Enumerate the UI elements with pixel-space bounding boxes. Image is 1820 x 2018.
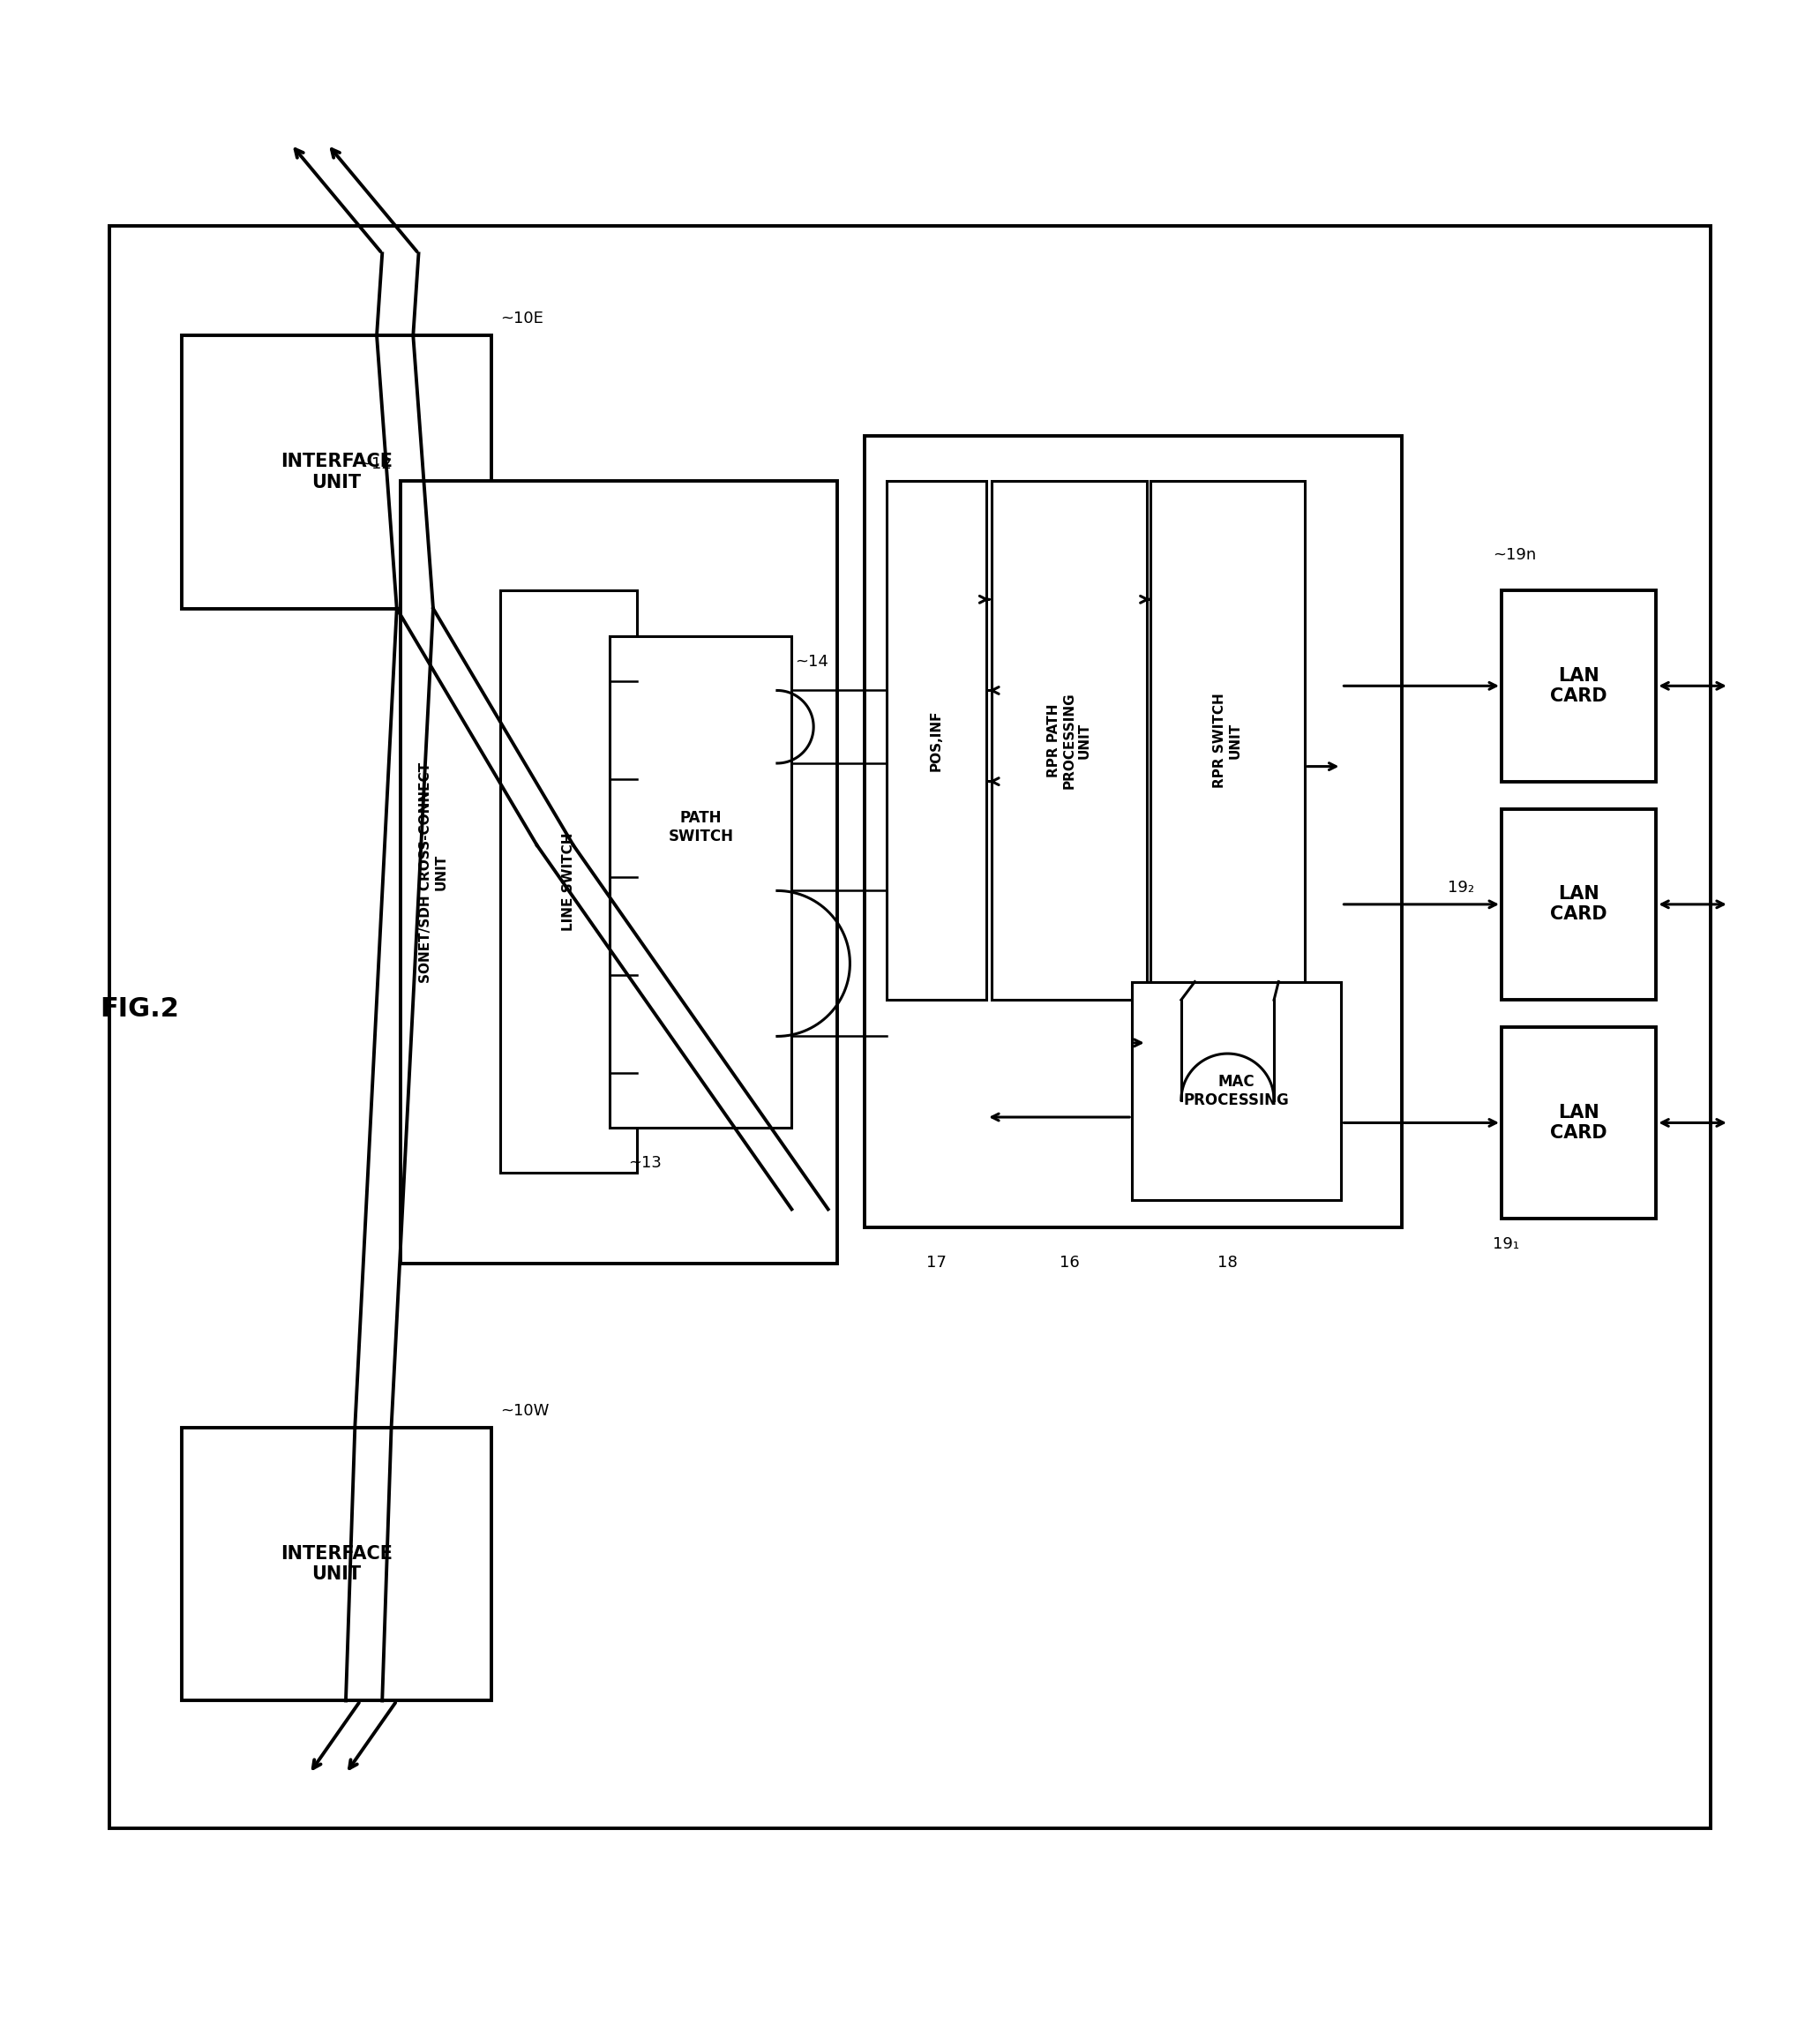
Text: 19₂: 19₂ — [1447, 880, 1474, 896]
Text: LINE SWITCH: LINE SWITCH — [562, 831, 575, 930]
Text: ~10E: ~10E — [501, 311, 544, 327]
Bar — [1150, 480, 1305, 999]
Text: 19₁: 19₁ — [1492, 1237, 1520, 1253]
Bar — [182, 335, 491, 609]
Bar — [1132, 981, 1341, 1201]
Text: SONET/SDH CROSS-CONNECT
UNIT: SONET/SDH CROSS-CONNECT UNIT — [419, 763, 448, 983]
Bar — [1502, 1027, 1656, 1219]
Text: ~12: ~12 — [359, 456, 391, 472]
Bar — [1502, 591, 1656, 781]
Text: LAN
CARD: LAN CARD — [1551, 666, 1607, 704]
Bar — [610, 636, 792, 1128]
Text: PATH
SWITCH: PATH SWITCH — [668, 809, 733, 844]
Text: 16: 16 — [1059, 1255, 1079, 1271]
Bar — [864, 436, 1401, 1227]
Text: POS,INF: POS,INF — [930, 710, 943, 771]
Text: 17: 17 — [926, 1255, 946, 1271]
Text: MAC
PROCESSING: MAC PROCESSING — [1183, 1074, 1290, 1108]
Text: INTERFACE
UNIT: INTERFACE UNIT — [280, 1546, 393, 1584]
Text: INTERFACE
UNIT: INTERFACE UNIT — [280, 452, 393, 490]
Bar — [1502, 809, 1656, 999]
Bar — [182, 1427, 491, 1701]
Bar — [400, 480, 837, 1263]
Text: LAN
CARD: LAN CARD — [1551, 1104, 1607, 1142]
Text: ~14: ~14 — [795, 654, 828, 670]
Text: 18: 18 — [1218, 1255, 1238, 1271]
Bar — [501, 591, 637, 1172]
Text: ~10W: ~10W — [501, 1403, 550, 1419]
Text: LAN
CARD: LAN CARD — [1551, 886, 1607, 924]
Text: RPR SWITCH
UNIT: RPR SWITCH UNIT — [1214, 692, 1241, 789]
Bar — [886, 480, 986, 999]
Bar — [109, 226, 1711, 1828]
Text: RPR PATH
PROCESSING
UNIT: RPR PATH PROCESSING UNIT — [1046, 692, 1092, 789]
Text: ~19n: ~19n — [1492, 547, 1536, 563]
Text: FIG.2: FIG.2 — [100, 997, 180, 1021]
Bar — [992, 480, 1147, 999]
Text: ~13: ~13 — [628, 1154, 661, 1170]
